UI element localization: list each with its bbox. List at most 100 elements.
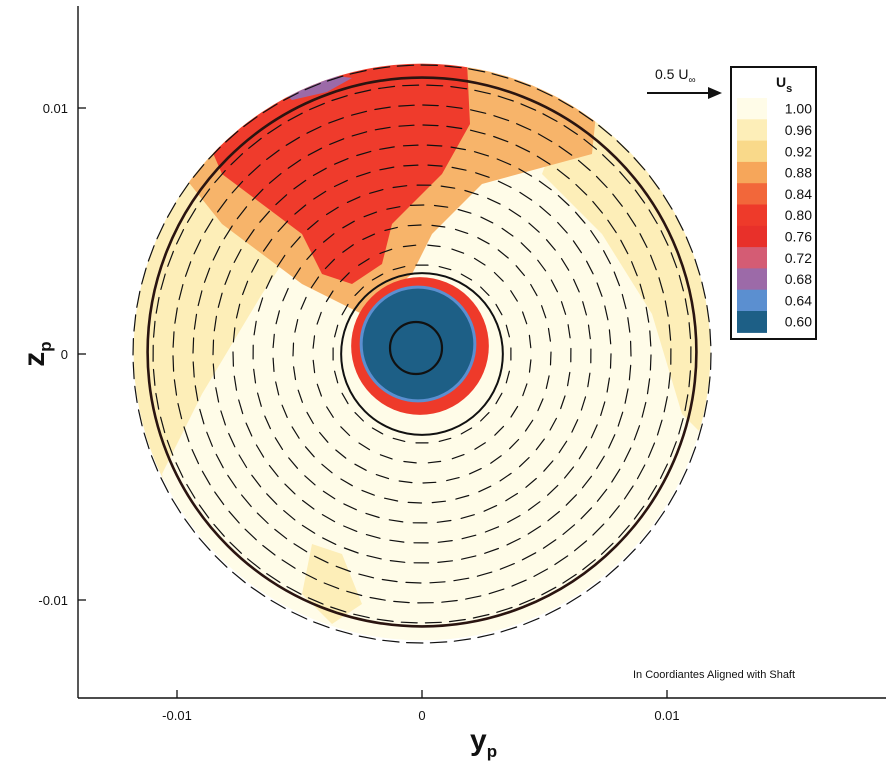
velocity-vector bbox=[519, 191, 533, 201]
velocity-vector bbox=[505, 324, 510, 338]
velocity-vector bbox=[527, 501, 541, 511]
velocity-vector bbox=[639, 530, 652, 545]
velocity-vector bbox=[542, 539, 557, 549]
velocity-vector bbox=[346, 196, 361, 203]
velocity-vector bbox=[214, 555, 228, 568]
velocity-vector bbox=[536, 155, 551, 165]
velocity-vector bbox=[194, 385, 199, 402]
velocity-vector bbox=[664, 300, 669, 317]
velocity-vector bbox=[583, 138, 598, 150]
velocity-vector bbox=[392, 185, 408, 189]
colorbar-swatch bbox=[737, 119, 767, 142]
velocity-vector bbox=[706, 305, 710, 323]
velocity-vector bbox=[580, 507, 593, 520]
velocity-vector bbox=[230, 153, 244, 166]
velocity-vector bbox=[407, 501, 423, 504]
velocity-vector bbox=[573, 540, 588, 552]
colorbar-label: 0.60 bbox=[785, 314, 812, 330]
velocity-vector bbox=[199, 188, 211, 203]
velocity-vector bbox=[540, 305, 547, 319]
velocity-vector bbox=[473, 257, 486, 266]
velocity-vector bbox=[646, 378, 651, 395]
velocity-vector bbox=[292, 342, 295, 357]
velocity-vector bbox=[525, 477, 537, 488]
velocity-vector bbox=[363, 211, 378, 218]
velocity-vector bbox=[572, 278, 580, 293]
velocity-vector bbox=[515, 123, 532, 131]
velocity-vector bbox=[566, 371, 571, 387]
velocity-vector bbox=[688, 322, 692, 340]
velocity-vector bbox=[533, 568, 549, 578]
velocity-vector bbox=[334, 324, 339, 338]
velocity-vector bbox=[257, 297, 264, 312]
colorbar-label: 0.96 bbox=[785, 122, 812, 138]
velocity-vector bbox=[243, 116, 258, 128]
velocity-vector bbox=[288, 457, 299, 469]
velocity-vector bbox=[515, 265, 526, 277]
velocity-vector bbox=[330, 606, 347, 613]
velocity-vector bbox=[563, 124, 578, 135]
velocity-vector bbox=[659, 463, 669, 479]
velocity-vector bbox=[356, 171, 371, 178]
velocity-vector bbox=[598, 124, 613, 137]
velocity-vector bbox=[265, 275, 273, 289]
velocity-vector bbox=[192, 164, 205, 178]
velocity-vector bbox=[175, 462, 184, 478]
velocity-vector bbox=[316, 311, 322, 325]
velocity-vector bbox=[300, 296, 307, 310]
velocity-vector bbox=[537, 259, 547, 272]
velocity-vector bbox=[400, 621, 418, 624]
velocity-vector bbox=[160, 273, 166, 290]
velocity-vector bbox=[515, 144, 531, 153]
velocity-vector bbox=[259, 210, 270, 223]
velocity-vector bbox=[688, 370, 692, 388]
velocity-vector bbox=[549, 351, 552, 366]
velocity-vector bbox=[275, 310, 280, 325]
velocity-vector bbox=[342, 220, 355, 229]
velocity-vector bbox=[369, 596, 386, 601]
velocity-vector bbox=[257, 392, 262, 407]
velocity-vector bbox=[156, 223, 165, 240]
velocity-vector bbox=[293, 543, 308, 553]
velocity-vector bbox=[427, 164, 443, 167]
y-tick-label: -0.01 bbox=[38, 593, 68, 608]
velocity-vector bbox=[496, 606, 513, 613]
velocity-vector bbox=[297, 389, 303, 403]
velocity-vector bbox=[658, 277, 664, 294]
colorbar-label: 0.80 bbox=[785, 207, 812, 223]
velocity-vector bbox=[495, 392, 503, 405]
velocity-vector bbox=[266, 493, 278, 505]
velocity-vector bbox=[365, 512, 380, 519]
velocity-vector bbox=[477, 633, 495, 639]
velocity-vector bbox=[386, 206, 401, 210]
velocity-vector bbox=[500, 626, 518, 633]
velocity-vector bbox=[528, 222, 540, 233]
velocity-vector bbox=[480, 286, 490, 296]
velocity-vector bbox=[634, 189, 646, 204]
velocity-vector bbox=[335, 629, 353, 635]
velocity-vector bbox=[497, 180, 512, 188]
velocity-vector bbox=[270, 599, 286, 610]
velocity-vector bbox=[581, 475, 593, 489]
velocity-vector bbox=[684, 394, 689, 412]
velocity-vector bbox=[604, 305, 609, 321]
velocity-vector bbox=[448, 618, 466, 623]
velocity-vector bbox=[402, 144, 419, 147]
velocity-vector bbox=[272, 357, 275, 372]
velocity-vector bbox=[335, 565, 351, 573]
velocity-vector bbox=[628, 364, 632, 381]
velocity-vector bbox=[331, 95, 348, 102]
velocity-vector bbox=[605, 565, 619, 578]
velocity-vector bbox=[626, 212, 637, 227]
velocity-vector bbox=[244, 528, 257, 541]
velocity-vector bbox=[186, 483, 196, 499]
velocity-vector bbox=[703, 400, 708, 418]
velocity-vector bbox=[424, 621, 442, 624]
velocity-vector bbox=[292, 267, 301, 280]
velocity-vector bbox=[325, 290, 334, 303]
velocity-vector bbox=[497, 95, 514, 102]
velocity-vector bbox=[228, 432, 236, 448]
velocity-vector bbox=[361, 489, 375, 496]
velocity-vector bbox=[441, 599, 458, 603]
velocity-vector bbox=[275, 381, 280, 396]
